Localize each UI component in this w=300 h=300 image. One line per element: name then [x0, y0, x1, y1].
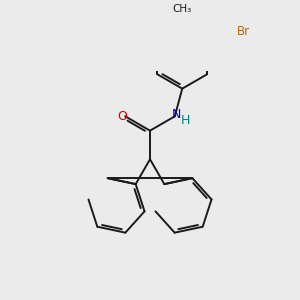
Text: N: N: [172, 108, 181, 121]
Text: Br: Br: [237, 25, 250, 38]
Text: CH₃: CH₃: [172, 4, 192, 14]
Text: H: H: [181, 114, 190, 127]
Text: O: O: [117, 110, 127, 123]
